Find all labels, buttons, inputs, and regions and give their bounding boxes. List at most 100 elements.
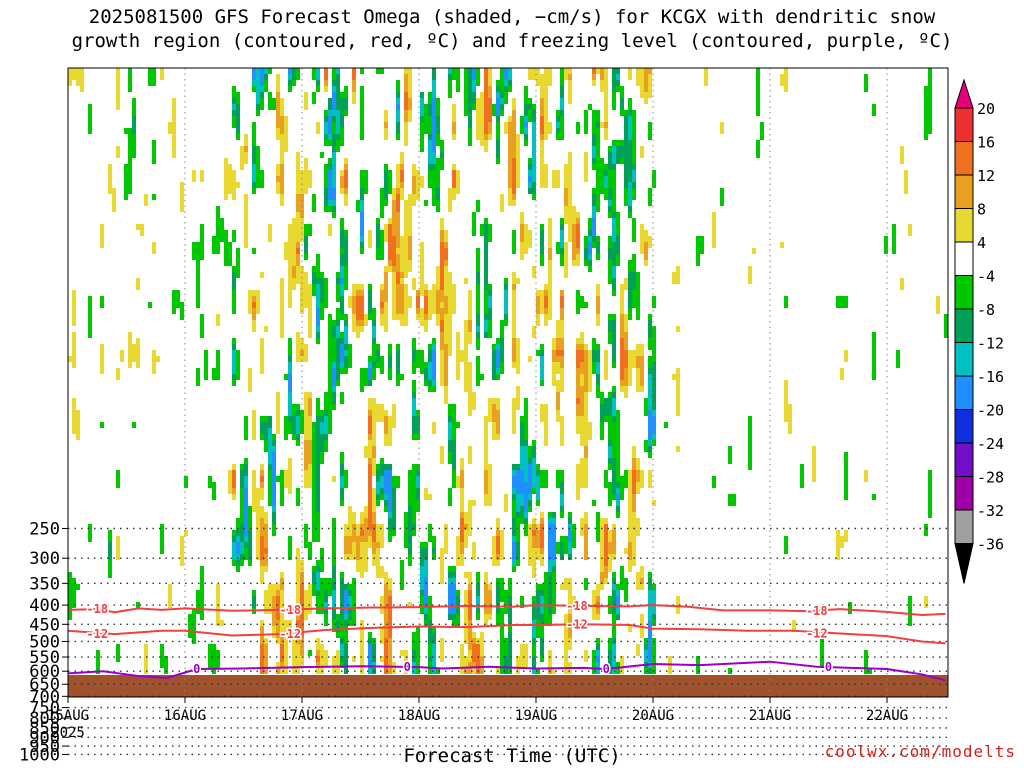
- omega-cell: [372, 422, 376, 428]
- omega-cell: [408, 602, 412, 608]
- omega-cell: [560, 134, 564, 140]
- omega-cell: [344, 524, 348, 530]
- omega-cell: [368, 668, 372, 674]
- omega-cell: [520, 242, 524, 248]
- omega-cell: [356, 554, 360, 560]
- omega-cell: [180, 194, 184, 200]
- omega-cell: [632, 266, 636, 272]
- omega-cell: [232, 266, 236, 272]
- omega-cell: [408, 104, 412, 110]
- omega-cell: [304, 170, 308, 176]
- omega-cell: [472, 548, 476, 554]
- omega-cell: [560, 224, 564, 230]
- omega-cell: [444, 284, 448, 290]
- omega-cell: [452, 422, 456, 428]
- omega-cell: [280, 152, 284, 158]
- omega-cell: [312, 476, 316, 482]
- omega-cell: [308, 392, 312, 398]
- omega-cell: [392, 224, 396, 230]
- omega-cell: [308, 326, 312, 332]
- omega-cell: [304, 92, 308, 98]
- omega-cell: [292, 230, 296, 236]
- omega-cell: [640, 482, 644, 488]
- omega-cell: [604, 176, 608, 182]
- omega-cell: [308, 170, 312, 176]
- omega-cell: [608, 560, 612, 566]
- omega-cell: [472, 218, 476, 224]
- omega-cell: [596, 296, 600, 302]
- omega-cell: [116, 476, 120, 482]
- omega-cell: [512, 302, 516, 308]
- omega-cell: [300, 212, 304, 218]
- omega-cell: [636, 68, 640, 74]
- omega-cell: [160, 662, 164, 668]
- omega-cell: [412, 422, 416, 428]
- omega-cell: [504, 656, 508, 662]
- omega-cell: [500, 338, 504, 344]
- omega-cell: [284, 242, 288, 248]
- omega-cell: [380, 542, 384, 548]
- omega-cell: [544, 476, 548, 482]
- omega-cell: [304, 542, 308, 548]
- omega-cell: [168, 602, 172, 608]
- omega-cell: [552, 368, 556, 374]
- omega-cell: [72, 602, 76, 608]
- omega-cell: [420, 146, 424, 152]
- omega-cell: [272, 440, 276, 446]
- omega-cell: [292, 644, 296, 650]
- omega-cell: [544, 572, 548, 578]
- omega-cell: [368, 368, 372, 374]
- omega-cell: [216, 584, 220, 590]
- omega-cell: [512, 98, 516, 104]
- omega-cell: [608, 656, 612, 662]
- omega-cell: [456, 80, 460, 86]
- omega-cell: [436, 266, 440, 272]
- omega-cell: [568, 608, 572, 614]
- omega-cell: [260, 428, 264, 434]
- omega-cell: [628, 278, 632, 284]
- omega-cell: [460, 464, 464, 470]
- omega-cell: [108, 566, 112, 572]
- omega-cell: [316, 488, 320, 494]
- omega-cell: [292, 272, 296, 278]
- omega-cell: [560, 548, 564, 554]
- omega-cell: [612, 194, 616, 200]
- omega-cell: [228, 248, 232, 254]
- omega-cell: [264, 548, 268, 554]
- omega-cell: [296, 554, 300, 560]
- omega-cell: [332, 518, 336, 524]
- omega-cell: [352, 584, 356, 590]
- omega-cell: [388, 464, 392, 470]
- omega-cell: [508, 158, 512, 164]
- omega-cell: [272, 104, 276, 110]
- omega-cell: [408, 548, 412, 554]
- omega-cell: [532, 644, 536, 650]
- omega-cell: [268, 458, 272, 464]
- omega-cell: [612, 86, 616, 92]
- omega-cell: [276, 128, 280, 134]
- omega-cell: [460, 494, 464, 500]
- omega-cell: [364, 518, 368, 524]
- omega-cell: [676, 446, 680, 452]
- omega-cell: [496, 428, 500, 434]
- omega-cell: [316, 278, 320, 284]
- omega-cell: [512, 314, 516, 320]
- omega-cell: [320, 590, 324, 596]
- omega-cell: [288, 230, 292, 236]
- omega-cell: [440, 230, 444, 236]
- omega-cell: [332, 332, 336, 338]
- omega-cell: [508, 182, 512, 188]
- omega-cell: [628, 554, 632, 560]
- omega-cell: [524, 398, 528, 404]
- omega-cell: [72, 332, 76, 338]
- omega-cell: [304, 446, 308, 452]
- omega-cell: [280, 170, 284, 176]
- omega-cell: [268, 224, 272, 230]
- omega-cell: [592, 200, 596, 206]
- omega-cell: [264, 668, 268, 674]
- omega-cell: [316, 68, 320, 74]
- omega-cell: [652, 296, 656, 302]
- omega-cell: [264, 416, 268, 422]
- omega-cell: [72, 362, 76, 368]
- omega-cell: [340, 224, 344, 230]
